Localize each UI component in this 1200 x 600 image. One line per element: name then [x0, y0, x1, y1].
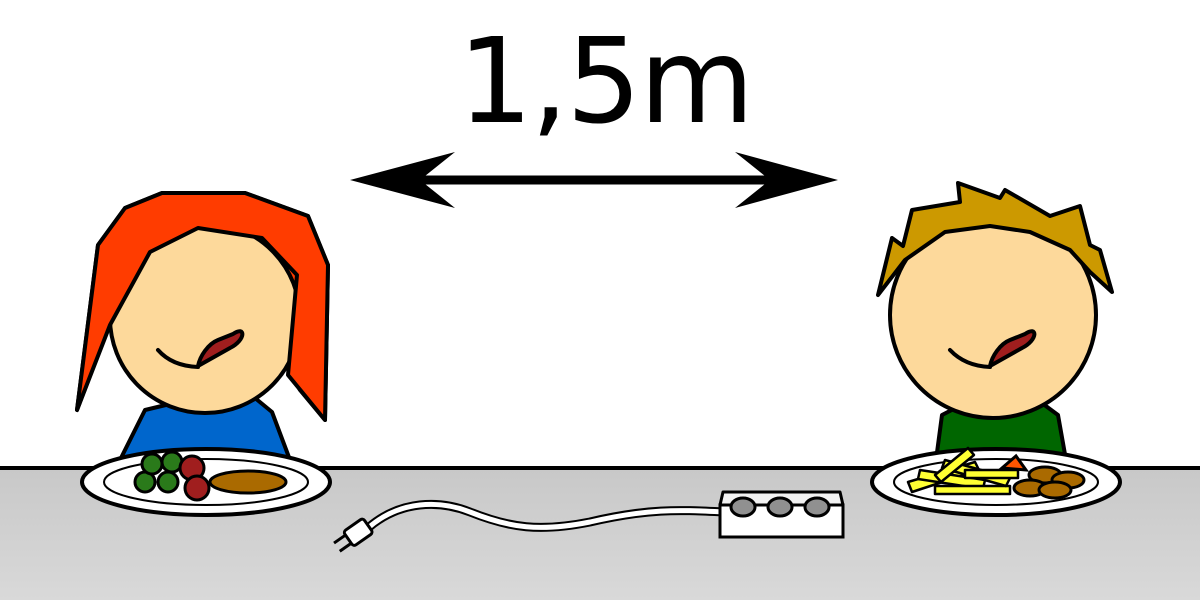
- girl-figure: [75, 191, 332, 517]
- boy-mouth: [948, 348, 992, 369]
- tomato: [183, 474, 211, 502]
- socket: [766, 496, 794, 518]
- girl-plate: [80, 447, 332, 517]
- pea: [140, 452, 164, 476]
- distance-label: 1,5m: [457, 12, 755, 150]
- boy-tongue: [988, 329, 1037, 368]
- pea: [156, 470, 180, 494]
- power-cable: [333, 499, 729, 553]
- socket: [729, 496, 757, 518]
- boy-figure: [870, 181, 1122, 517]
- distance-arrow: [350, 152, 838, 208]
- girl-mouth: [156, 348, 200, 369]
- plug: [333, 517, 374, 553]
- girl-tongue: [196, 329, 245, 368]
- boy-plate: [870, 446, 1122, 517]
- boy-hair: [876, 181, 1114, 297]
- power-strip: [718, 490, 845, 539]
- arrowhead-right: [735, 152, 838, 208]
- meatballs: [1012, 465, 1086, 500]
- fries: [906, 446, 1020, 496]
- arrowhead-left: [350, 152, 455, 208]
- sausage: [208, 469, 288, 495]
- girl-hair: [75, 191, 330, 422]
- socket: [803, 496, 831, 518]
